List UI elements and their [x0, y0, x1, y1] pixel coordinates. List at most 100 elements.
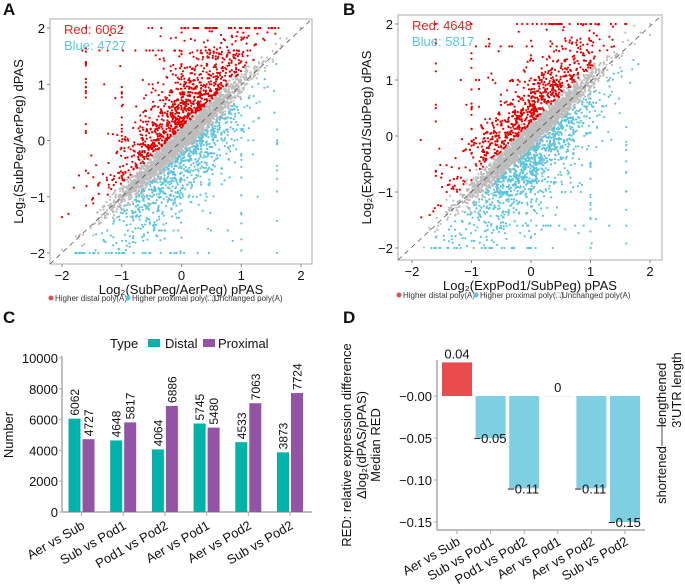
point-higher-distal [143, 97, 146, 100]
point-higher-proximal [137, 203, 140, 207]
point-unchanged [237, 84, 240, 87]
point-higher-proximal [236, 105, 239, 108]
point-higher-proximal [160, 171, 163, 175]
point-unchanged [143, 168, 147, 171]
point-higher-distal [226, 46, 229, 49]
point-higher-proximal [118, 218, 121, 221]
point-higher-proximal [143, 203, 146, 207]
point-higher-proximal [208, 178, 211, 181]
point-unchanged [169, 156, 173, 159]
point-higher-distal [213, 64, 216, 67]
point-higher-proximal [143, 195, 146, 198]
point-unchanged [222, 111, 225, 114]
point-higher-distal [157, 115, 160, 118]
point-higher-proximal [151, 201, 154, 204]
point-higher-distal [84, 62, 87, 65]
point-unchanged [189, 120, 192, 123]
point-higher-proximal [177, 229, 180, 232]
point-higher-proximal [276, 190, 279, 193]
point-higher-proximal [226, 134, 229, 137]
point-higher-distal [204, 46, 207, 49]
point-higher-proximal [188, 166, 191, 169]
point-higher-distal [147, 83, 150, 86]
point-higher-distal [225, 54, 229, 57]
point-higher-distal [141, 151, 144, 154]
point-higher-distal [157, 138, 160, 142]
point-higher-proximal [185, 149, 188, 152]
point-higher-distal [165, 127, 168, 131]
point-higher-distal [183, 39, 186, 42]
point-higher-proximal [147, 231, 150, 234]
point-higher-distal [210, 74, 213, 77]
point-higher-distal [109, 173, 112, 177]
point-higher-distal [107, 183, 110, 186]
point-unchanged [140, 174, 143, 177]
point-unchanged [280, 44, 283, 47]
point-higher-distal [206, 92, 210, 95]
point-higher-proximal [179, 202, 182, 205]
point-higher-distal [84, 123, 87, 126]
point-unchanged [274, 42, 277, 46]
point-higher-distal [126, 156, 129, 159]
point-unchanged [181, 149, 184, 152]
point-unchanged [209, 120, 212, 123]
point-higher-proximal [232, 118, 235, 121]
point-higher-distal [230, 59, 233, 63]
point-higher-distal [179, 123, 182, 126]
point-higher-distal [145, 137, 148, 140]
point-higher-distal [167, 105, 170, 108]
point-higher-proximal [148, 218, 151, 221]
point-higher-proximal [135, 205, 138, 208]
point-higher-proximal [234, 115, 237, 118]
point-unchanged [129, 215, 132, 218]
point-unchanged [213, 112, 216, 115]
point-higher-distal [180, 65, 183, 68]
point-higher-distal [150, 154, 153, 157]
point-higher-distal [165, 75, 168, 78]
point-higher-proximal [104, 240, 107, 244]
point-higher-proximal [203, 154, 206, 157]
point-higher-proximal [229, 109, 232, 112]
point-higher-distal [134, 121, 137, 124]
point-higher-proximal [166, 186, 169, 189]
point-higher-proximal [230, 138, 233, 141]
point-higher-distal [113, 175, 116, 178]
point-unchanged [214, 100, 217, 103]
point-higher-proximal [156, 181, 159, 184]
point-higher-proximal [196, 168, 200, 171]
point-higher-proximal [218, 126, 221, 129]
point-higher-proximal [182, 168, 186, 171]
point-higher-distal [185, 100, 188, 103]
point-higher-distal [234, 40, 237, 43]
point-higher-proximal [150, 195, 154, 198]
point-higher-distal [224, 79, 227, 82]
point-higher-distal [193, 68, 196, 71]
point-higher-distal [169, 69, 172, 72]
point-higher-distal [138, 130, 141, 133]
point-higher-proximal [141, 223, 144, 226]
point-higher-distal [174, 74, 177, 77]
point-higher-proximal [157, 175, 160, 178]
point-higher-distal [185, 85, 188, 88]
point-higher-proximal [232, 127, 235, 131]
point-higher-proximal [161, 210, 164, 213]
point-unchanged [82, 233, 85, 236]
point-unchanged [103, 217, 107, 220]
point-higher-proximal [172, 171, 175, 174]
point-higher-proximal [170, 162, 173, 165]
point-higher-distal [234, 53, 237, 57]
point-higher-distal [186, 94, 189, 97]
point-higher-distal [150, 91, 153, 94]
point-higher-distal [246, 49, 249, 52]
point-unchanged [150, 158, 153, 161]
point-higher-proximal [229, 117, 232, 120]
point-higher-distal [180, 63, 183, 66]
point-unchanged [256, 72, 259, 75]
point-unchanged [239, 78, 242, 81]
point-higher-distal [169, 133, 172, 136]
point-higher-distal [157, 49, 160, 52]
point-higher-distal [120, 92, 123, 95]
point-higher-distal [180, 50, 183, 53]
point-higher-distal [237, 59, 240, 62]
point-higher-proximal [233, 130, 236, 133]
